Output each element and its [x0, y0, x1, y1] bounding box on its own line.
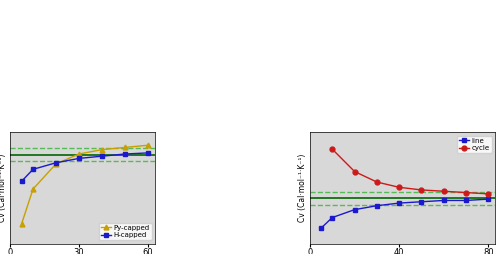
Py-capped — [18, 223, 24, 226]
Line: line: line — [318, 197, 490, 230]
H-capped — [145, 151, 151, 154]
cycle — [330, 148, 336, 151]
cycle — [374, 181, 380, 184]
Line: cycle: cycle — [330, 147, 490, 196]
H-capped — [122, 152, 128, 155]
line — [374, 204, 380, 207]
line — [418, 200, 424, 203]
H-capped — [18, 180, 24, 183]
H-capped — [99, 155, 105, 158]
Y-axis label: Cv (Cal·mol⁻¹·K⁻¹): Cv (Cal·mol⁻¹·K⁻¹) — [298, 154, 307, 222]
line — [318, 227, 324, 230]
line — [440, 199, 446, 202]
line — [463, 199, 469, 202]
cycle — [463, 191, 469, 194]
cycle — [396, 186, 402, 189]
Py-capped — [76, 152, 82, 155]
line — [352, 208, 358, 211]
Py-capped — [53, 162, 59, 165]
Y-axis label: Cv (Cal·mol⁻¹·K⁻¹): Cv (Cal·mol⁻¹·K⁻¹) — [0, 154, 7, 222]
Legend: line, cycle: line, cycle — [456, 136, 492, 153]
Py-capped — [145, 144, 151, 147]
Line: Py-capped: Py-capped — [19, 143, 150, 227]
H-capped — [30, 168, 36, 171]
line — [486, 198, 492, 201]
Legend: Py-capped, H-capped: Py-capped, H-capped — [98, 223, 152, 240]
Py-capped — [99, 148, 105, 151]
H-capped — [53, 161, 59, 164]
Py-capped — [30, 187, 36, 190]
cycle — [352, 170, 358, 173]
line — [330, 216, 336, 219]
cycle — [418, 188, 424, 192]
Line: H-capped: H-capped — [19, 150, 150, 184]
cycle — [486, 192, 492, 195]
Py-capped — [122, 146, 128, 149]
cycle — [440, 190, 446, 193]
line — [396, 202, 402, 205]
H-capped — [76, 157, 82, 160]
